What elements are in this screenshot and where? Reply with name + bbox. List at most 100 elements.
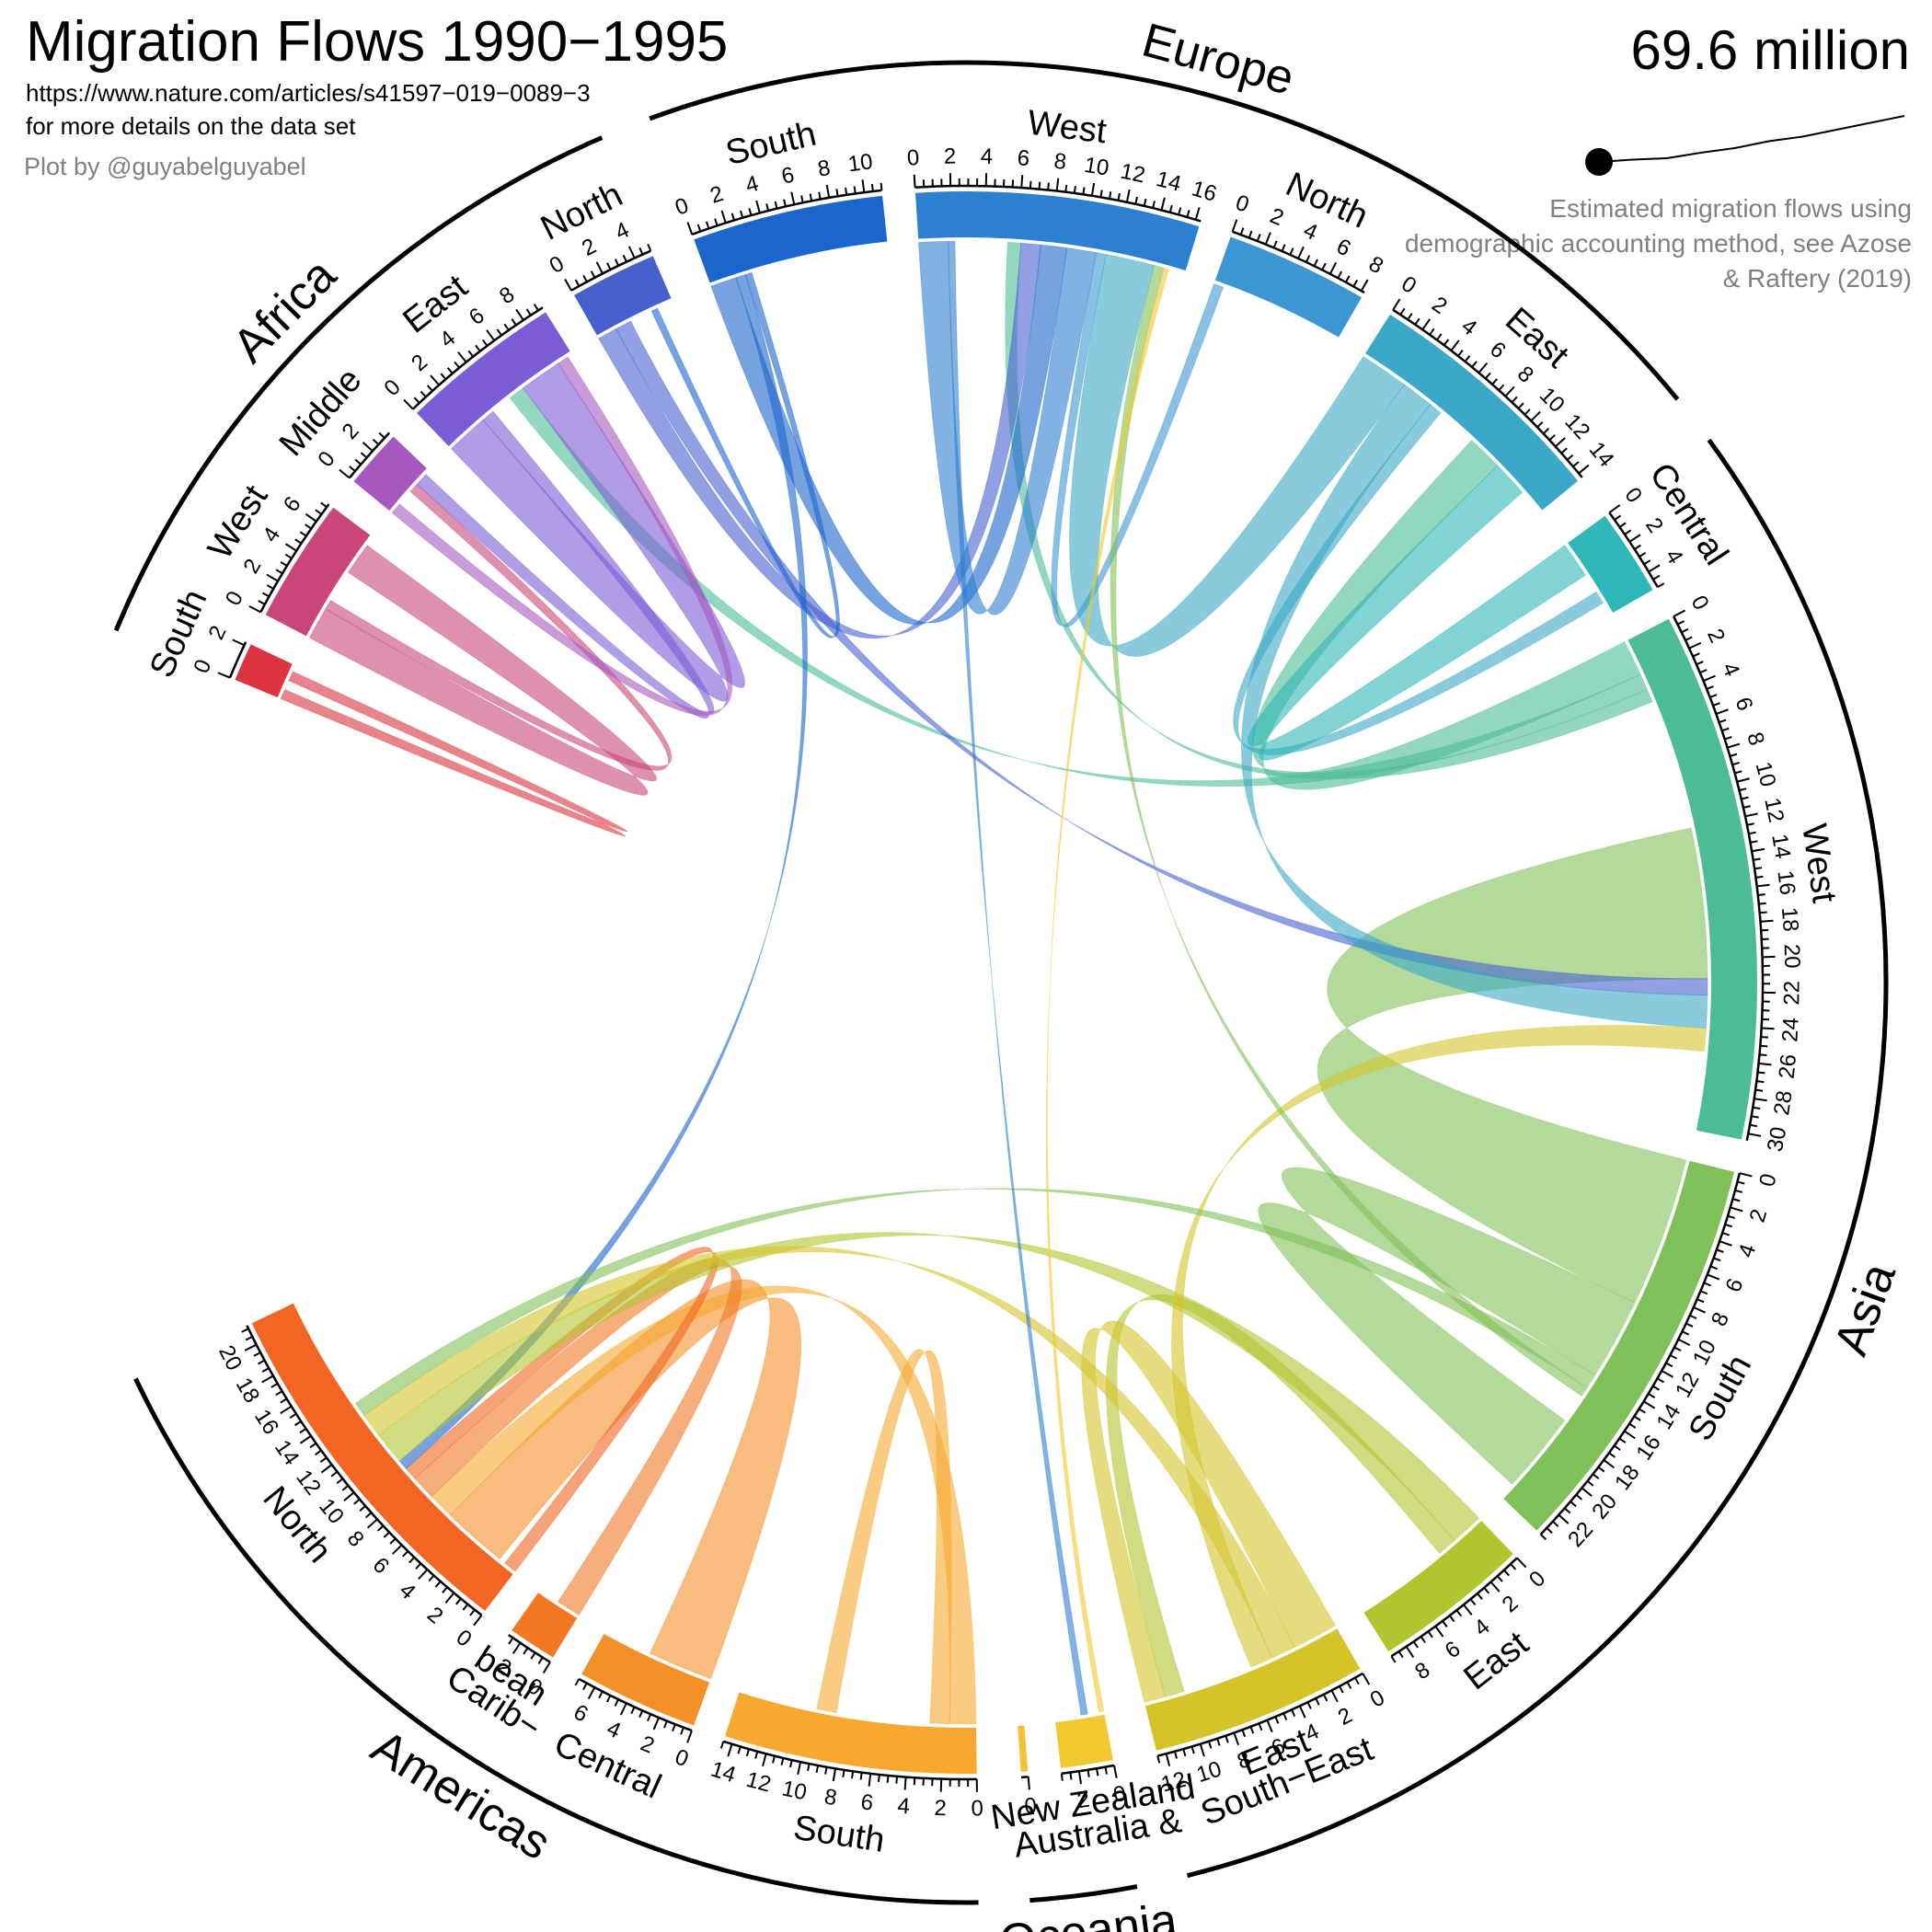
axis-tick (299, 1435, 312, 1444)
axis-tick (258, 600, 266, 605)
axis-tick (299, 1428, 307, 1434)
axis-tick (582, 1683, 588, 1691)
axis-tick (1339, 1685, 1344, 1694)
axis-tick (1575, 1494, 1583, 1501)
sector-arc-af-w[interactable] (265, 507, 371, 637)
axis-tick (1291, 1708, 1296, 1718)
sector-arc-af-s[interactable] (235, 644, 293, 698)
axis-tick (1756, 883, 1770, 888)
sector-arc-am-s[interactable] (725, 1692, 977, 1774)
tick-label: 6 (779, 162, 797, 189)
axis-tick (1755, 875, 1764, 879)
axis-tick (440, 373, 447, 380)
axis-tick (1096, 1768, 1099, 1777)
sector-arc-af-m[interactable] (353, 436, 427, 511)
axis-tick (1592, 1473, 1600, 1480)
sector-arc-am-n[interactable] (251, 1303, 513, 1611)
axis-tick (574, 1678, 581, 1686)
tick-label: 4 (1733, 1241, 1761, 1260)
axis-tick (1703, 674, 1716, 682)
sector-arc-eu-e[interactable] (1365, 314, 1579, 511)
tick-label: 2 (707, 181, 727, 209)
axis-tick (1657, 582, 1665, 589)
sector-arc-af-n[interactable] (574, 256, 672, 336)
tick-label: 14 (1766, 833, 1795, 861)
axis-tick (1442, 1620, 1448, 1627)
axis-tick (614, 259, 620, 267)
axis-tick (217, 672, 231, 679)
axis-tick (1564, 1507, 1571, 1514)
sector-eu-w[interactable]: 0 2 4 6 8 10 12 14 16 West (906, 104, 1220, 270)
axis-tick (1099, 190, 1103, 198)
flow-as-e-to-as-se (1105, 1294, 1455, 1698)
sector-arc-as-c[interactable] (1568, 515, 1653, 613)
axis-tick (1504, 385, 1515, 397)
axis-tick (1624, 1430, 1636, 1440)
axis-tick (1174, 1751, 1179, 1759)
region-label: Oceania (996, 1893, 1180, 1932)
tick-label: 6 (368, 1553, 395, 1580)
axis-tick (1570, 1501, 1577, 1508)
sector-arc-eu-n[interactable] (1214, 236, 1363, 338)
axis-tick (353, 1498, 361, 1505)
sector-arc-af-e[interactable] (417, 312, 570, 446)
sector-eu-s[interactable]: 0 2 4 6 8 10 South (672, 115, 888, 283)
sector-axis (1156, 1672, 1363, 1757)
sector-arc-as-w[interactable] (1627, 618, 1757, 1140)
axis-tick (330, 1470, 339, 1478)
axis-tick (366, 1518, 378, 1529)
axis-tick (1757, 1071, 1765, 1075)
axis-tick (1208, 1741, 1213, 1749)
tick-label: 4 (1469, 1615, 1494, 1641)
tick-label: 6 (1017, 145, 1030, 171)
tick-label: 12 (743, 1767, 774, 1798)
axis-tick (1727, 1214, 1735, 1219)
tick-label: 4 (395, 1578, 420, 1604)
flow-oc-an-to-eu-w (1045, 267, 1169, 1713)
axis-tick (850, 1771, 855, 1779)
axis-tick (1628, 534, 1641, 543)
sector-arc-as-e[interactable] (1363, 1521, 1513, 1652)
axis-tick (1603, 1459, 1616, 1469)
axis-tick (467, 350, 475, 358)
sector-arc-am-c[interactable] (581, 1633, 710, 1726)
axis-tick (1281, 244, 1286, 252)
tick-label: 20 (1587, 1489, 1622, 1524)
sector-arc-eu-s[interactable] (694, 195, 888, 283)
flow-af-s-to-af-s (280, 671, 628, 837)
axis-tick (686, 1730, 693, 1743)
sector-arc-eu-w[interactable] (914, 191, 1200, 270)
sector-arc-am-cb[interactable] (512, 1593, 578, 1658)
axis-tick (638, 1709, 644, 1719)
axis-tick (253, 1351, 261, 1357)
axis-tick (1696, 661, 1704, 666)
tick-label: 4 (743, 171, 762, 199)
sector-arc-oc-o[interactable] (1018, 1725, 1029, 1772)
axis-tick (1750, 840, 1758, 844)
axis-tick (1759, 911, 1767, 914)
axis-tick (446, 367, 454, 374)
sector-arc-as-se[interactable] (1144, 1628, 1361, 1751)
axis-tick (305, 512, 317, 523)
tick-label: 8 (1052, 149, 1067, 175)
sector-oc-o[interactable]: 0 (1018, 1725, 1038, 1820)
axis-tick (1555, 437, 1566, 448)
axis-tick (1160, 197, 1166, 211)
axis-tick (1352, 279, 1359, 287)
tick-label: 22 (1563, 1517, 1598, 1552)
axis-tick (1566, 454, 1574, 461)
axis-tick (605, 1695, 612, 1703)
sector-arc-as-s[interactable] (1503, 1160, 1735, 1531)
axis-tick (1753, 857, 1761, 861)
axis-tick (1758, 902, 1766, 905)
sector-arc-oc-an[interactable] (1055, 1714, 1113, 1768)
axis-tick (762, 1754, 767, 1767)
